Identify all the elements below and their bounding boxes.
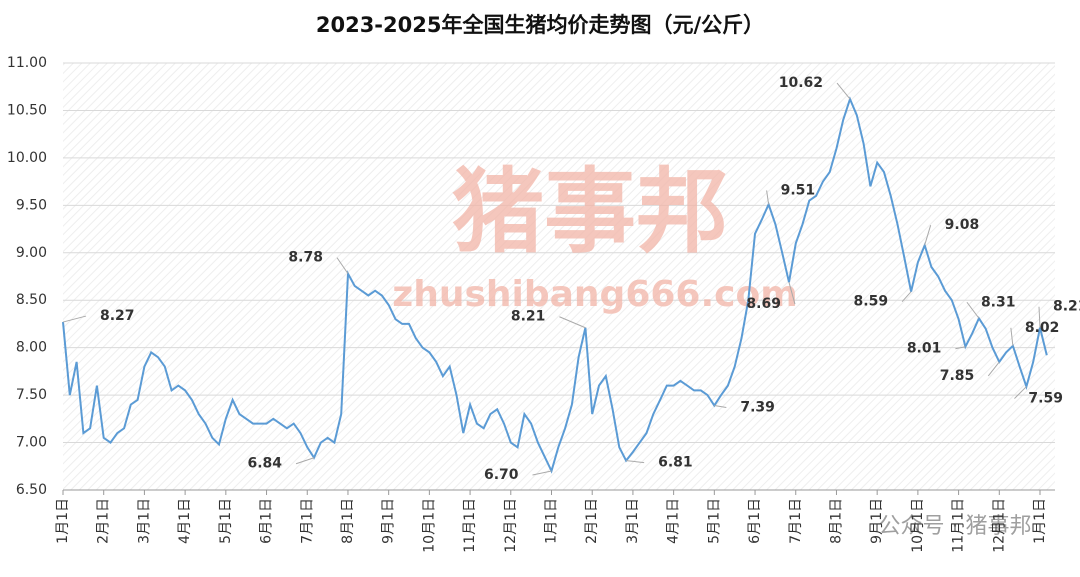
- y-tick-label: 8.50: [16, 292, 47, 308]
- label-leader: [955, 346, 966, 350]
- label-leader: [836, 82, 851, 100]
- value-label: 6.84: [247, 456, 282, 472]
- x-tick-label: 6月1日: [259, 498, 275, 544]
- value-label: 8.31: [981, 294, 1016, 310]
- label-leader: [1010, 327, 1014, 346]
- label-leader: [987, 361, 1000, 377]
- x-tick-label: 7月1日: [299, 498, 315, 544]
- x-tick-label: 5月1日: [218, 498, 234, 544]
- y-tick-label: 8.00: [16, 340, 47, 356]
- x-tick-label: 11月1日: [951, 498, 967, 553]
- value-label: 8.01: [907, 341, 942, 357]
- label-leader: [532, 470, 552, 476]
- x-tick-label: 9月1日: [869, 498, 885, 544]
- x-tick-label: 4月1日: [177, 498, 193, 544]
- label-leader: [766, 190, 770, 205]
- value-label: 7.39: [740, 400, 775, 416]
- x-tick-label: 8月1日: [340, 498, 356, 544]
- x-tick-label: 3月1日: [136, 498, 152, 544]
- x-tick-label: 12月1日: [991, 498, 1007, 553]
- value-label: 6.81: [658, 455, 693, 471]
- y-tick-label: 9.00: [16, 245, 47, 261]
- value-label: 6.70: [484, 467, 519, 483]
- x-tick-label: 1月1日: [55, 498, 71, 544]
- x-tick-label: 10月1日: [910, 498, 926, 553]
- x-tick-label: 2月1日: [584, 498, 600, 544]
- x-tick-label: 12月1日: [503, 498, 519, 553]
- y-tick-label: 10.50: [7, 102, 47, 118]
- plot-background: [63, 63, 1055, 490]
- label-leader: [626, 460, 645, 464]
- label-leader: [62, 315, 87, 323]
- label-leader: [295, 457, 315, 465]
- label-leader: [924, 225, 932, 246]
- label-leader: [559, 316, 586, 329]
- label-leader: [714, 405, 727, 409]
- label-leader: [1014, 386, 1027, 399]
- value-label: 8.02: [1025, 320, 1060, 336]
- value-label: 8.21: [1053, 299, 1080, 315]
- x-tick-label: 7月1日: [788, 498, 804, 544]
- label-leader: [788, 282, 796, 305]
- x-tick-label: 11月1日: [462, 498, 478, 553]
- value-label: 8.69: [746, 296, 781, 312]
- watermark-footer: 公众号 · 猪事邦: [879, 514, 1032, 539]
- x-tick-label: 8月1日: [828, 498, 844, 544]
- value-label: 7.59: [1028, 391, 1063, 407]
- x-tick-label: 5月1日: [706, 498, 722, 544]
- watermark-url: zhushibang666.com: [392, 274, 797, 315]
- x-tick-label: 3月1日: [625, 498, 641, 544]
- value-label: 9.51: [781, 182, 816, 198]
- y-tick-label: 6.50: [16, 482, 47, 498]
- value-label: 8.78: [288, 250, 323, 266]
- value-label: 8.59: [854, 294, 889, 310]
- label-leader: [1038, 306, 1041, 328]
- value-label: 10.62: [779, 75, 823, 91]
- value-label: 7.85: [940, 368, 975, 384]
- label-leader: [966, 301, 980, 319]
- label-leader: [336, 257, 349, 274]
- value-label: 8.21: [511, 309, 546, 325]
- watermark: 猪事邦: [452, 158, 728, 265]
- chart-title: 2023-2025年全国生猪均价走势图（元/公斤）: [316, 13, 764, 37]
- label-leader: [901, 291, 912, 303]
- x-tick-label: 10月1日: [421, 498, 437, 553]
- y-tick-label: 7.00: [16, 435, 47, 451]
- value-label: 8.27: [100, 308, 135, 324]
- value-label: 9.08: [945, 217, 980, 233]
- price-line: [62, 96, 1048, 474]
- x-tick-label: 9月1日: [381, 498, 397, 544]
- y-tick-label: 10.00: [7, 150, 47, 166]
- y-tick-label: 11.00: [7, 55, 47, 71]
- y-tick-label: 9.50: [16, 197, 47, 213]
- y-tick-label: 7.50: [16, 387, 47, 403]
- x-tick-label: 2月1日: [96, 498, 112, 544]
- x-tick-label: 4月1日: [666, 498, 682, 544]
- x-tick-label: 1月1日: [544, 498, 560, 544]
- x-tick-label: 1月1日: [1032, 498, 1048, 544]
- x-tick-label: 6月1日: [747, 498, 763, 544]
